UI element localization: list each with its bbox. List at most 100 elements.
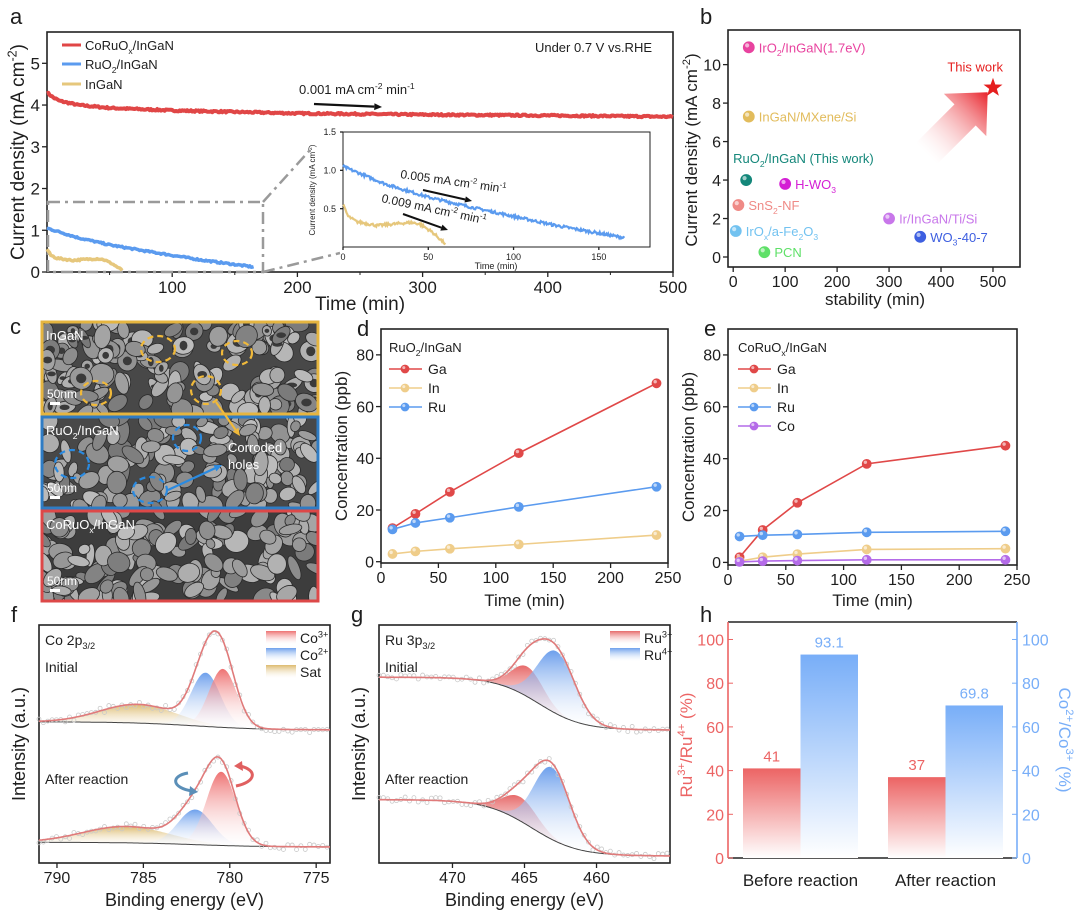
text-run: -1 [499,180,508,190]
raw-data-point [394,798,399,804]
text-run: 150 [540,570,567,587]
data-point-highlight [1002,556,1006,560]
grain-hole [306,346,316,357]
text-run: Ru 3p [385,632,423,648]
text-run: O [803,224,813,239]
data-point-highlight [759,526,764,531]
text-run: 37 [908,757,925,774]
text-run: 200 [597,570,624,587]
grain [222,354,242,372]
envelope-line [379,638,670,731]
series-line [739,559,1006,563]
sem-sample-label: RuO2/InGaN [46,423,119,441]
text-run: 5 [31,54,40,73]
sem-image: InGaN 50nm [40,320,320,416]
text-run: 6 [712,134,721,151]
raw-data-point [651,856,657,862]
grain [78,543,91,555]
grain [164,490,182,502]
text-run: b [700,4,712,29]
x-tick-label: 50 [423,252,433,262]
text-run: 80 [1022,676,1040,693]
data-point-highlight [742,176,747,181]
text-run: Time (min) [475,261,518,271]
text-run: 100 [830,572,857,589]
data-point-label: IrO2/InGaN(1.7eV) [759,40,866,58]
raw-data-point [281,847,286,852]
grain-hole [102,351,110,359]
text-run: 4+ [676,724,688,737]
data-point-highlight [1002,442,1006,446]
grain [293,369,314,383]
data-point [410,518,421,528]
x-tick-label: 500 [980,274,1007,291]
text-run: RuO [85,57,112,72]
text-run: f [11,602,18,627]
bar [945,705,1003,858]
grain [268,472,282,485]
data-point [883,212,895,225]
text-run: 0 [340,252,345,262]
data-point-marker [742,41,755,54]
series-line [392,534,657,555]
legend-marker-marker [400,402,410,412]
text-run: d [357,316,369,341]
text-run: IrO [746,224,764,239]
data-point-marker [410,546,421,557]
text-run: CoRuO [738,340,781,355]
y-tick-label: 80 [356,348,374,365]
text-run: 100 [506,252,521,262]
data-point [1000,543,1011,554]
raw-data-point [110,825,116,831]
panel-label: c [10,314,21,339]
data-point-highlight [1002,528,1006,532]
grain [184,527,197,545]
text-run: Time (min) [315,294,405,315]
series-co [734,554,1011,567]
data-point-highlight [760,248,765,253]
grain [107,394,128,413]
legend-label: Co2+ [300,646,328,663]
plot-frame [727,328,1018,566]
x-tick-label: 780 [216,870,243,887]
data-point-marker [792,555,803,566]
chart-subtitle: RuO2/InGaN [389,340,462,358]
fitted-peak [379,766,670,856]
grain [78,471,100,490]
text-run: -2 [5,50,19,61]
x-axis-title: Binding energy (eV) [105,890,264,910]
legend-label: In [777,380,789,396]
text-run: 50 [777,572,795,589]
data-point-highlight [734,201,739,206]
data-point-marker [444,543,455,554]
series-1 [46,226,255,269]
grain-hole [84,363,90,369]
x-tick-label: 100 [506,252,521,262]
x-tick-label: 150 [591,252,606,262]
raw-data-point [420,672,426,678]
grain-hole [79,335,89,340]
data-point-highlight [863,546,868,550]
text-run: Ru [777,399,795,415]
grain [245,482,264,505]
grain [292,537,307,552]
data-point-highlight [885,214,890,219]
corrosion-marker [189,374,223,406]
fitted-peak [379,665,670,730]
text-run: Co [300,630,318,646]
series-line [392,485,657,531]
grain [237,402,259,414]
text-run: /InGaN [786,340,827,355]
data-point-label: Ir/InGaN/Ti/Si [899,212,977,227]
y-tick-label: 1 [31,221,40,240]
raw-data-point [289,729,295,735]
y-tick-label: 60 [703,400,721,417]
x-tick-label: 0 [724,572,733,589]
y-axis-title: Concentration (ppb) [679,372,698,522]
text-run: After reaction [385,771,468,787]
data-point [651,530,662,540]
text-run: 0 [377,570,386,587]
sem-frame [40,509,320,603]
legend-label: Co3+ [300,629,328,646]
x-tick-label: 400 [928,274,955,291]
